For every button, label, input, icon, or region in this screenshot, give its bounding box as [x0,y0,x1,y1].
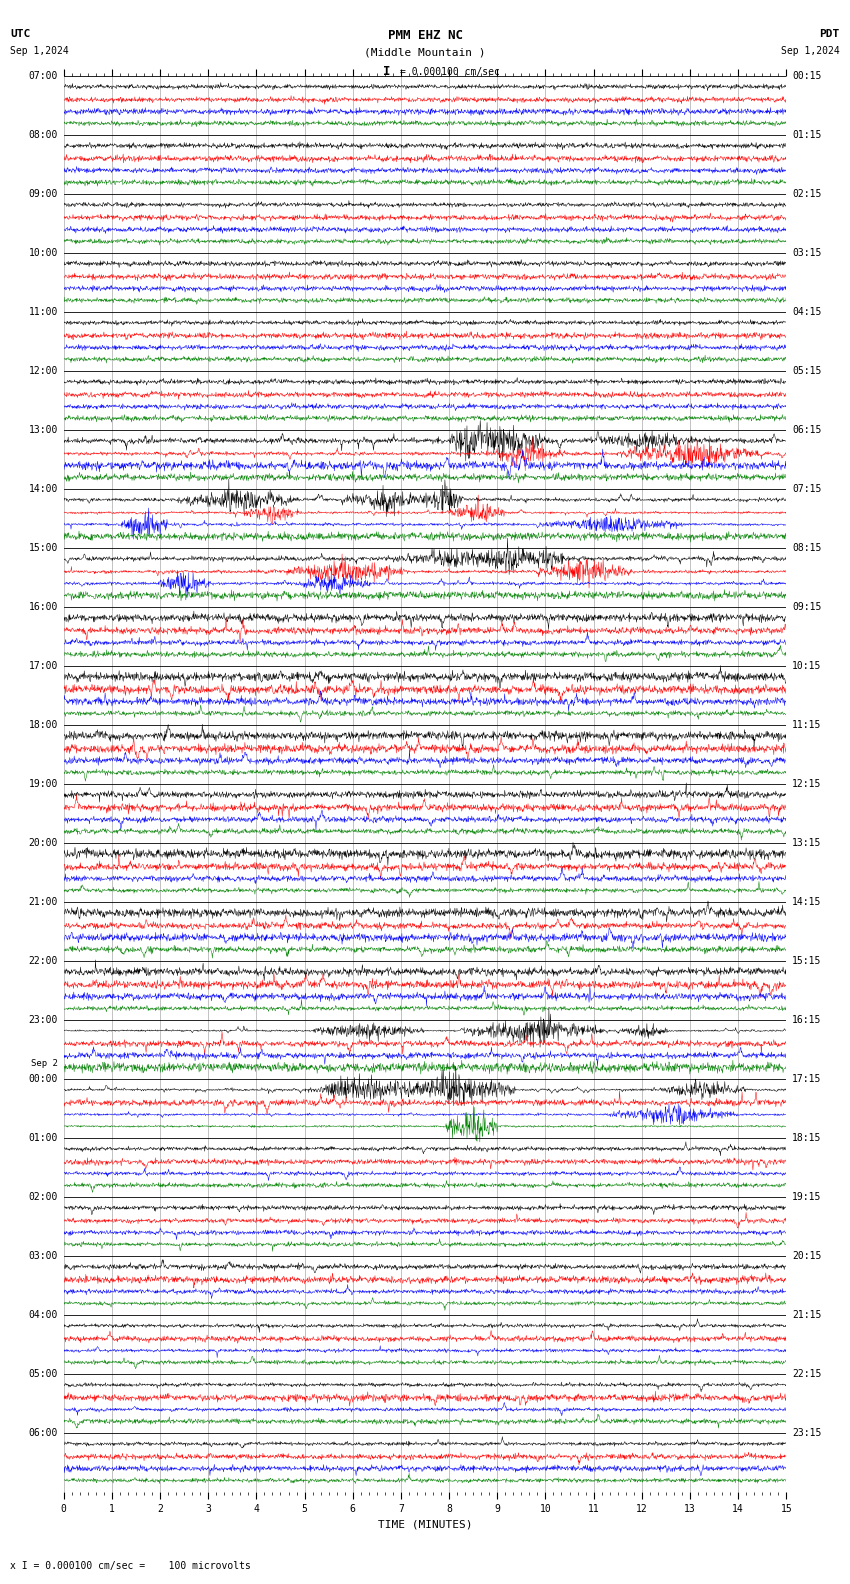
Text: 19:00: 19:00 [29,779,58,789]
Text: 15:00: 15:00 [29,543,58,553]
Text: 09:15: 09:15 [792,602,821,611]
Text: (Middle Mountain ): (Middle Mountain ) [365,48,485,57]
Text: 21:15: 21:15 [792,1310,821,1319]
Text: 13:00: 13:00 [29,425,58,436]
Text: 08:15: 08:15 [792,543,821,553]
Text: 01:15: 01:15 [792,130,821,139]
Text: I: I [383,65,390,78]
Text: 02:00: 02:00 [29,1193,58,1202]
Text: 06:00: 06:00 [29,1429,58,1438]
Text: 07:00: 07:00 [29,71,58,81]
Text: 21:00: 21:00 [29,897,58,908]
Text: 03:15: 03:15 [792,249,821,258]
Text: 19:15: 19:15 [792,1193,821,1202]
Text: Sep 1,2024: Sep 1,2024 [10,46,69,55]
Text: 16:00: 16:00 [29,602,58,611]
Text: 05:15: 05:15 [792,366,821,375]
Text: PMM EHZ NC: PMM EHZ NC [388,29,462,41]
Text: 05:00: 05:00 [29,1369,58,1380]
Text: 11:00: 11:00 [29,307,58,317]
Text: 23:00: 23:00 [29,1015,58,1025]
Text: 06:15: 06:15 [792,425,821,436]
Text: 09:00: 09:00 [29,188,58,200]
Text: 14:15: 14:15 [792,897,821,908]
X-axis label: TIME (MINUTES): TIME (MINUTES) [377,1519,473,1530]
Text: 00:15: 00:15 [792,71,821,81]
Text: 03:00: 03:00 [29,1251,58,1261]
Text: 07:15: 07:15 [792,485,821,494]
Text: 00:00: 00:00 [29,1074,58,1083]
Text: = 0.000100 cm/sec: = 0.000100 cm/sec [400,67,499,76]
Text: 12:15: 12:15 [792,779,821,789]
Text: 20:00: 20:00 [29,838,58,847]
Text: 10:15: 10:15 [792,661,821,672]
Text: 16:15: 16:15 [792,1015,821,1025]
Text: 20:15: 20:15 [792,1251,821,1261]
Text: Sep 1,2024: Sep 1,2024 [781,46,840,55]
Text: x I = 0.000100 cm/sec =    100 microvolts: x I = 0.000100 cm/sec = 100 microvolts [10,1562,251,1571]
Text: 22:15: 22:15 [792,1369,821,1380]
Text: 15:15: 15:15 [792,957,821,966]
Text: 22:00: 22:00 [29,957,58,966]
Text: 17:00: 17:00 [29,661,58,672]
Text: 04:00: 04:00 [29,1310,58,1319]
Text: 08:00: 08:00 [29,130,58,139]
Text: Sep 2: Sep 2 [31,1058,58,1068]
Text: 02:15: 02:15 [792,188,821,200]
Text: 18:00: 18:00 [29,721,58,730]
Text: 04:15: 04:15 [792,307,821,317]
Text: 14:00: 14:00 [29,485,58,494]
Text: 11:15: 11:15 [792,721,821,730]
Text: 12:00: 12:00 [29,366,58,375]
Text: 01:00: 01:00 [29,1133,58,1144]
Text: 23:15: 23:15 [792,1429,821,1438]
Text: PDT: PDT [819,29,840,38]
Text: UTC: UTC [10,29,31,38]
Text: 13:15: 13:15 [792,838,821,847]
Text: 10:00: 10:00 [29,249,58,258]
Text: 17:15: 17:15 [792,1074,821,1083]
Text: 18:15: 18:15 [792,1133,821,1144]
